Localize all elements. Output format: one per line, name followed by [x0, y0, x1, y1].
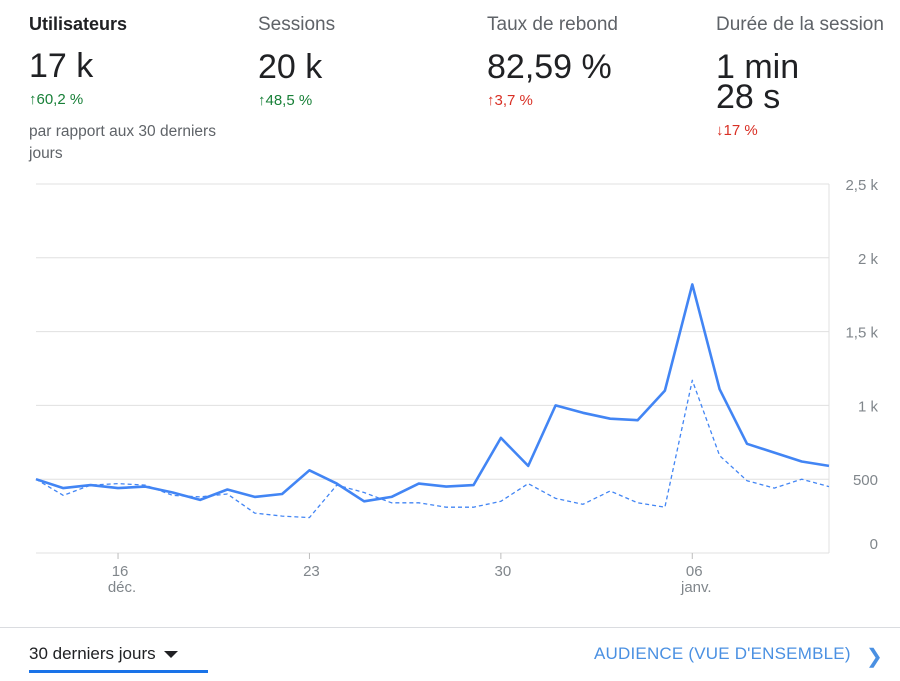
series-previous-period [35, 379, 830, 519]
arrow-up-icon: ↑ [258, 92, 266, 109]
x-tick-label: 16 [112, 563, 129, 580]
comparison-note: par rapport aux 30 derniers jours [29, 123, 216, 162]
date-range-dropdown[interactable]: 30 derniers jours [29, 644, 178, 664]
metric-delta: ↑60,2 % [29, 91, 84, 108]
metric-session-duration[interactable]: Durée de la session 1 min 28 s ↓17 % [716, 14, 884, 139]
x-tick-label: 23 [303, 563, 320, 580]
date-range-label: 30 derniers jours [29, 644, 156, 663]
audience-overview-link[interactable]: AUDIENCE (VUE D'ENSEMBLE) [594, 644, 851, 663]
arrow-up-icon: ↑ [29, 91, 37, 108]
metric-value: 82,59 % [487, 48, 612, 86]
chart-series [35, 283, 830, 519]
y-tick-label: 2 k [858, 251, 879, 268]
metric-label: Taux de rebond [487, 14, 618, 35]
y-tick-label: 500 [853, 472, 878, 489]
arrow-up-icon: ↑ [487, 92, 495, 109]
y-axis: 0 500 1 k 1,5 k 2 k 2,5 k [845, 177, 878, 553]
series-current-period [35, 283, 830, 503]
metric-label: Durée de la session [716, 14, 884, 35]
metric-users[interactable]: Utilisateurs 17 k ↑60,2 % [29, 14, 127, 108]
metric-delta: ↓17 % [716, 122, 758, 139]
metric-delta: ↑3,7 % [487, 92, 533, 109]
chart-grid [36, 183, 830, 554]
x-tick-label: 06 [686, 563, 703, 580]
chevron-right-icon[interactable]: ❯ [866, 646, 883, 668]
metric-bounce-rate[interactable]: Taux de rebond 82,59 % ↑3,7 % [487, 14, 618, 109]
metric-value: 17 k [29, 47, 94, 85]
x-tick-sublabel: janv. [680, 579, 712, 596]
arrow-down-icon: ↓ [716, 122, 724, 139]
x-tick-label: 30 [495, 563, 512, 580]
y-tick-label: 1 k [858, 398, 879, 415]
metric-sessions[interactable]: Sessions 20 k ↑48,5 % [258, 14, 335, 109]
footer-divider [0, 627, 900, 628]
metric-label: Utilisateurs [29, 14, 128, 34]
y-tick-label: 1,5 k [845, 325, 878, 342]
metric-value: 20 k [258, 48, 323, 86]
date-range-underline [29, 670, 208, 673]
metric-value: 1 min 28 s [716, 48, 800, 116]
y-tick-label: 2,5 k [845, 177, 878, 194]
y-tick-label: 0 [870, 536, 878, 553]
caret-down-icon [163, 651, 178, 659]
x-tick-sublabel: déc. [108, 579, 136, 596]
metric-delta: ↑48,5 % [258, 92, 313, 109]
metric-label: Sessions [258, 14, 336, 35]
